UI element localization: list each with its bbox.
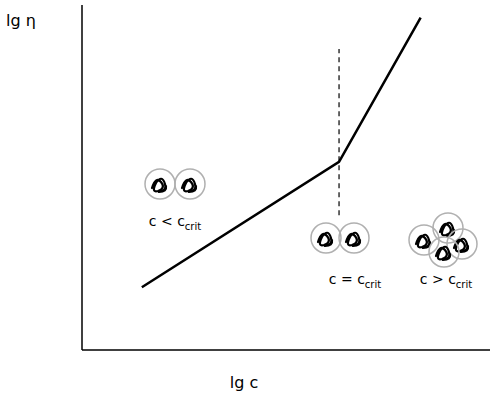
- svg-text:lg η: lg η: [6, 11, 36, 30]
- svg-text:c < ccrit: c < ccrit: [149, 213, 201, 232]
- svg-text:c > ccrit: c > ccrit: [420, 271, 472, 290]
- svg-text:c = ccrit: c = ccrit: [329, 271, 381, 290]
- svg-text:lg c: lg c: [230, 373, 258, 392]
